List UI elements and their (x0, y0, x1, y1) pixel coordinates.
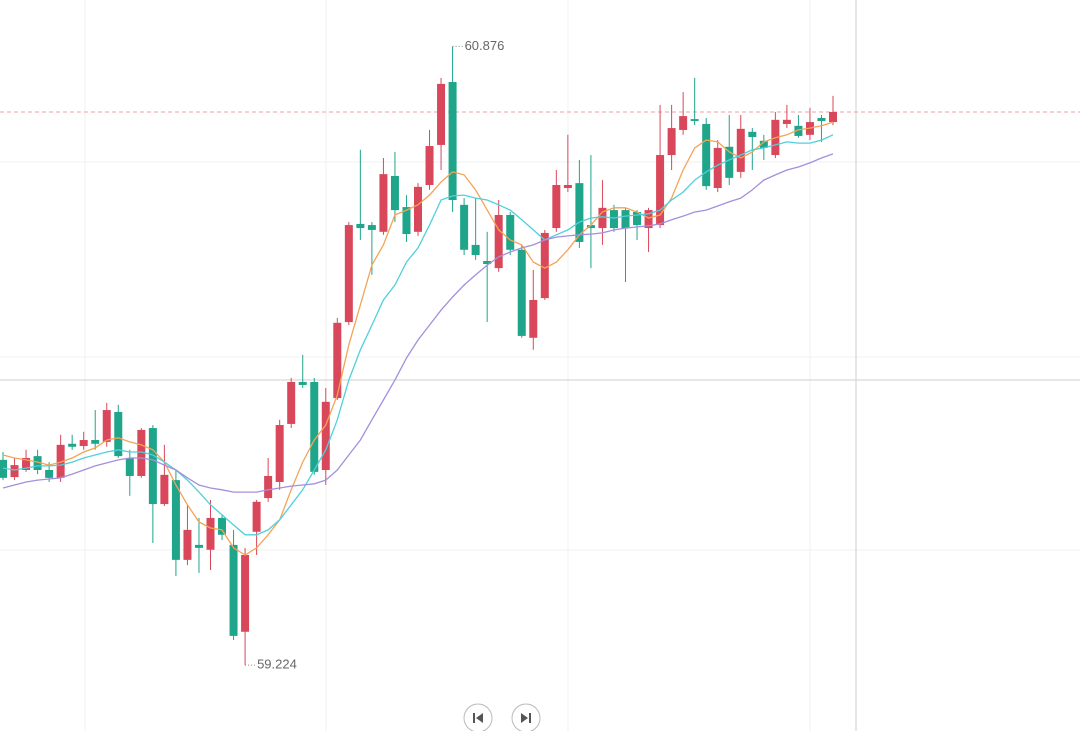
ma-line (2, 153, 834, 493)
candle-body (506, 214, 515, 250)
candle-body (102, 410, 111, 442)
candle-body (517, 249, 526, 336)
candle-body (33, 456, 42, 470)
candle-body (321, 401, 330, 470)
candle-body (45, 469, 54, 478)
candle-body (437, 83, 446, 145)
plot: 60.876 59.224 (0, 38, 1080, 672)
candle-body (183, 529, 192, 560)
button-icon (529, 713, 531, 723)
candle-body (10, 465, 19, 478)
candle-body (252, 501, 261, 532)
candle-body (460, 204, 469, 250)
candle-body (621, 210, 630, 229)
candle-body (736, 128, 745, 172)
candle-body (22, 457, 31, 470)
candle-body (367, 225, 376, 230)
candle-body (287, 381, 296, 424)
candle-body (575, 183, 584, 242)
candle-body (160, 474, 169, 505)
candle-body (298, 381, 307, 385)
candle-body (759, 140, 768, 148)
candle-body (794, 125, 803, 136)
candle-body (194, 544, 203, 548)
candle-body (68, 443, 77, 447)
candle-body (598, 207, 607, 229)
candle-body (79, 440, 88, 447)
candle-body (644, 210, 653, 229)
candle-body (609, 210, 618, 229)
candle-body (748, 131, 757, 138)
candle-body (148, 428, 157, 505)
candle-body (586, 225, 595, 229)
candle-body (275, 425, 284, 482)
button-icon (476, 713, 483, 723)
candle-body (206, 517, 215, 550)
extreme-label: 60.876 (465, 38, 505, 53)
candle-body (829, 111, 837, 123)
candle-body (310, 381, 319, 472)
candle-body (56, 444, 65, 478)
candle-body (540, 232, 549, 299)
candle-body (402, 207, 411, 235)
candle-body (633, 211, 642, 226)
candle-body (679, 116, 688, 130)
candle-body (656, 155, 665, 226)
candle-body (390, 176, 399, 211)
candle-body (817, 117, 826, 121)
prev-button[interactable] (463, 703, 493, 731)
ma-line (2, 134, 834, 536)
candle-body (563, 184, 572, 188)
extreme-label: 59.224 (257, 657, 297, 672)
candle-body (356, 223, 365, 229)
candle-body (448, 82, 457, 200)
candle-body (782, 119, 791, 124)
candle-body (0, 459, 7, 478)
next-button[interactable] (511, 703, 541, 731)
candle-body (552, 184, 561, 229)
candle-body (494, 214, 503, 269)
candle-body (529, 299, 538, 338)
button-icon (473, 713, 475, 723)
candle-body (137, 429, 146, 476)
ma-line (2, 121, 834, 556)
candle-body (344, 225, 353, 323)
candle-body (264, 475, 273, 499)
candle-body (241, 554, 250, 632)
candle-body (229, 544, 238, 636)
candle-body (702, 123, 711, 187)
candle-body (667, 128, 676, 156)
candle-body (425, 146, 434, 185)
candle-body (414, 186, 422, 232)
candle-body (690, 119, 699, 121)
candle-body (725, 146, 734, 178)
candle-body (125, 457, 134, 476)
candle-body (379, 174, 388, 232)
candle-body (333, 322, 342, 399)
candle-body (471, 244, 480, 256)
candle-body (171, 480, 180, 560)
button-icon (521, 713, 528, 723)
candle-body (218, 517, 227, 535)
candle-body (483, 261, 492, 265)
candle-body (713, 147, 722, 188)
candle-body (114, 411, 123, 457)
candle-body (91, 440, 100, 444)
